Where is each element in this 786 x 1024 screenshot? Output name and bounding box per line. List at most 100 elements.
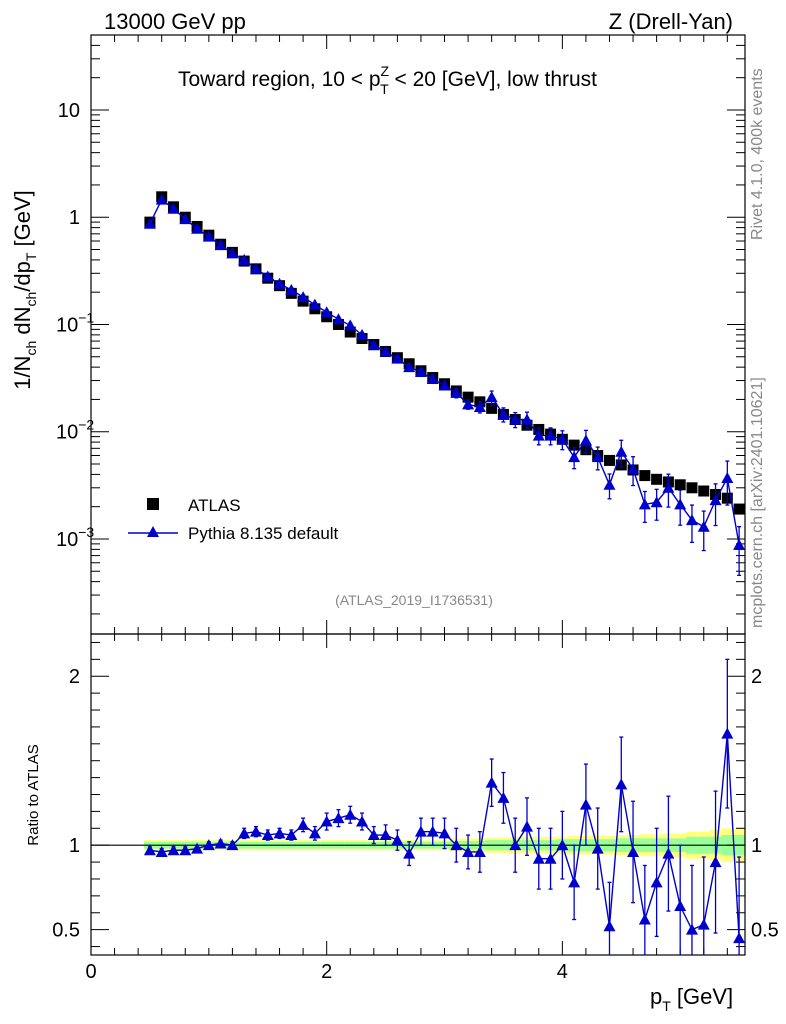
ratio-data-point <box>603 920 616 932</box>
main-ylabel-p5: T <box>23 252 39 261</box>
pythia-data-point <box>285 283 298 295</box>
pythia-data-point <box>473 401 486 413</box>
atlas-data-point <box>733 503 745 515</box>
main-title-sup: Z <box>381 63 390 79</box>
ratio-data-point <box>414 825 427 837</box>
rivet-version-label: Rivet 4.1.0, 400k events <box>749 68 766 240</box>
y-tick-exponent: −3 <box>78 524 94 540</box>
pythia-data-point <box>332 313 345 325</box>
ratio-data-point <box>191 842 204 854</box>
pythia-data-point <box>320 306 333 318</box>
pythia-data-point <box>579 434 592 446</box>
pythia-data-point <box>202 230 215 242</box>
ratio-data-point <box>344 808 357 820</box>
ratio-frame <box>90 633 746 956</box>
x-tick-label: 4 <box>557 961 568 983</box>
pythia-data-point <box>297 291 310 303</box>
pythia-data-point <box>544 429 557 441</box>
main-frame <box>90 34 746 635</box>
ratio-data-point <box>733 932 746 944</box>
pythia-data-point <box>638 498 651 510</box>
ratio-y-tick-label: 0.5 <box>52 920 80 942</box>
pythia-data-point <box>155 193 168 205</box>
ratio-y-tick-label: 2 <box>69 666 80 688</box>
pythia-data-point <box>191 222 204 234</box>
ratio-data-point <box>214 837 227 849</box>
analysis-watermark: (ATLAS_2019_I1736531) <box>335 592 493 608</box>
ratio-panel: 0 2 4 0.5 0.5 1 1 2 2 <box>52 633 779 983</box>
pythia-data-point <box>214 239 227 251</box>
main-ylabel-p4: /dp <box>10 261 35 292</box>
pythia-data-point <box>685 514 698 526</box>
pythia-data-point <box>556 433 569 445</box>
pythia-data-point <box>344 319 357 331</box>
y-tick-base: 10 <box>56 529 78 551</box>
pythia-data-point <box>603 478 616 490</box>
legend-pythia-label: Pythia 8.135 default <box>188 524 339 543</box>
header-energy-label: 13000 GeV pp <box>104 9 246 34</box>
ratio-data-point <box>273 827 286 839</box>
y-tick-base: 10 <box>56 422 78 444</box>
main-ylabel-p2: dN <box>10 307 35 341</box>
ratio-data-point <box>627 845 640 857</box>
pythia-data-point <box>709 494 722 506</box>
pythia-data-point <box>662 481 675 493</box>
pythia-data-point <box>414 366 427 378</box>
main-title: Toward region, 10 < pZ T < 20 [GeV], low … <box>178 63 597 97</box>
ratio-y-tick-label-right: 1 <box>751 835 762 857</box>
y-tick-label: 10−2 <box>56 417 94 444</box>
pythia-data-point <box>261 270 274 282</box>
pythia-data-point <box>273 277 286 289</box>
ratio-data-point <box>179 844 192 856</box>
main-title-part1: Toward region, 10 < p <box>178 68 381 91</box>
ratio-data-point <box>509 839 522 851</box>
ratio-data-point <box>556 839 569 851</box>
pythia-data-point <box>179 213 192 225</box>
ratio-data-point <box>308 827 321 839</box>
ratio-data-point <box>650 876 663 888</box>
ratio-data-point <box>697 918 710 930</box>
ratio-data-point <box>709 856 722 868</box>
ratio-data-point <box>462 845 475 857</box>
legend-atlas-marker <box>147 498 159 510</box>
ratio-data-point <box>297 818 310 830</box>
main-title-sub: T <box>380 81 389 97</box>
pythia-data-point <box>627 462 640 474</box>
ratio-data-point <box>721 727 734 739</box>
atlas-data-point <box>603 454 615 466</box>
ratio-data-point <box>426 825 439 837</box>
main-ylabel-p1: ch <box>23 341 39 356</box>
ratio-ylabel: Ratio to ATLAS <box>25 744 42 845</box>
legend-pythia-marker <box>147 526 159 537</box>
atlas-data-point <box>651 473 663 485</box>
ratio-data-point <box>143 844 156 856</box>
pythia-data-point <box>356 328 369 340</box>
atlas-data-point <box>698 485 710 497</box>
atlas-data-point <box>639 470 651 482</box>
xlabel-p0: p <box>650 984 662 1009</box>
x-tick-label: 0 <box>85 961 96 983</box>
ratio-data-point <box>568 876 581 888</box>
pythia-data-point <box>238 253 251 265</box>
pythia-data-point <box>509 413 522 425</box>
ratio-data-point <box>438 827 451 839</box>
pythia-data-point <box>650 496 663 508</box>
ratio-data-point <box>591 842 604 854</box>
header-process-label: Z (Drell-Yan) <box>609 9 733 34</box>
main-ylabel-p6: [GeV] <box>10 190 35 252</box>
ratio-data-point <box>532 852 545 864</box>
pythia-data-point <box>485 391 498 403</box>
ratio-data-point <box>332 812 345 824</box>
y-tick-exponent: −1 <box>78 309 94 325</box>
ratio-data-point <box>167 844 180 856</box>
ratio-data-point <box>403 847 416 859</box>
ratio-data-point <box>367 829 380 841</box>
y-tick-label: 10 <box>58 100 80 122</box>
ratio-data-point <box>485 776 498 788</box>
pythia-data-point <box>379 345 392 357</box>
ratio-data-point <box>473 845 486 857</box>
ratio-data-point <box>249 825 262 837</box>
xlabel-p1: T <box>662 998 671 1014</box>
ratio-data-point <box>391 834 404 846</box>
